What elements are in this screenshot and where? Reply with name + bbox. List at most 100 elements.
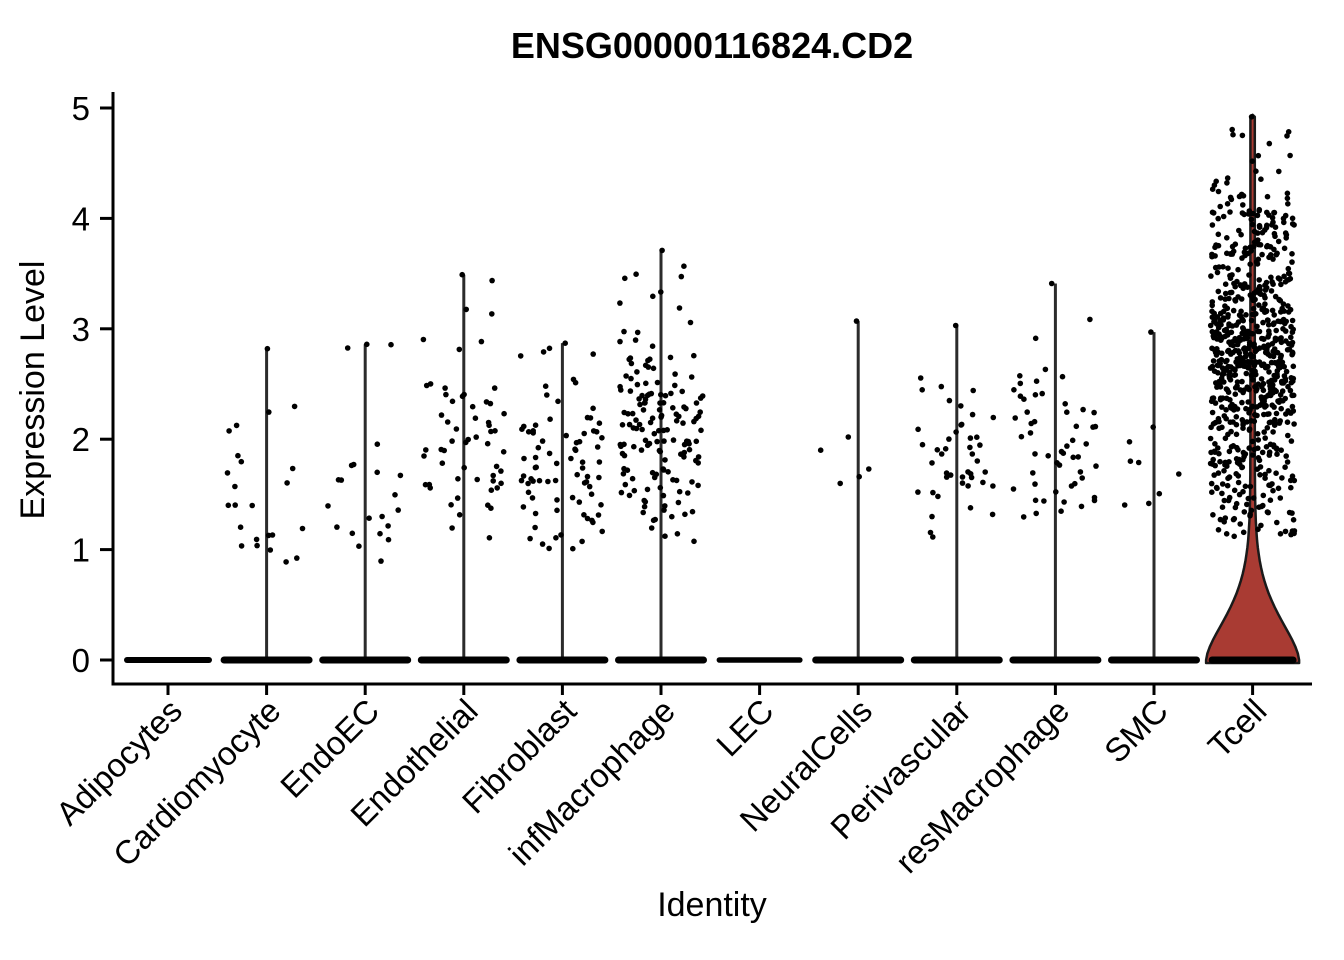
y-tick-label: 3 [72,311,90,348]
x-axis-title: Identity [657,886,767,924]
expression-dot [946,397,953,404]
expression-dot [1240,529,1247,536]
zero-expression-bar [1108,656,1200,664]
expression-dot [1272,233,1278,240]
expression-dot [1290,392,1297,399]
expression-dot [1285,303,1291,309]
expression-dot [1210,512,1216,518]
expression-dot [1257,472,1263,478]
expression-dot [1235,473,1242,479]
expression-dot [1265,322,1272,328]
expression-dot [1258,522,1264,529]
expression-dot [1209,253,1215,260]
expression-dot [487,400,494,407]
expression-dot [621,465,627,472]
expression-dot [1233,431,1240,438]
expression-dot [1058,448,1065,455]
expression-dot [1223,531,1230,537]
expression-dot [1225,348,1231,355]
expression-dot-max [264,345,271,352]
expression-dot [1285,201,1291,207]
expression-dot [656,447,663,454]
expression-dot [1259,229,1266,236]
expression-dot [1030,470,1036,476]
expression-dot [654,379,661,386]
expression-dot [1216,418,1222,425]
expression-dot [917,375,924,381]
expression-dot [1288,379,1295,386]
expression-dot [1281,273,1287,280]
expression-dot [488,487,495,494]
expression-dot [1238,313,1244,320]
expression-dot [1252,411,1258,418]
jitter-points [325,341,404,564]
expression-dot [695,413,702,420]
expression-dot [579,459,586,466]
expression-dot [929,460,935,466]
expression-dot [946,436,952,442]
expression-dot [1093,463,1099,469]
expression-dot [570,545,576,552]
expression-dot [656,407,663,413]
expression-dot [1255,526,1261,533]
expression-dot [1252,289,1259,295]
expression-dot-max [1148,329,1154,335]
y-tick-label: 4 [72,200,90,237]
expression-dot [1220,315,1227,321]
expression-dot [519,426,525,433]
expression-dot [697,409,703,415]
expression-dot [1282,230,1289,236]
expression-dot [1245,399,1251,405]
expression-dot [664,427,670,433]
x-tick-label: infMacrophage [501,692,682,873]
expression-dot [1267,419,1274,426]
expression-dot [619,422,626,428]
expression-dot [1230,516,1237,523]
expression-dot [586,483,593,490]
expression-dot [1017,380,1024,387]
expression-dot [1069,437,1076,444]
expression-dot [1241,211,1247,218]
expression-dot [631,443,637,450]
expression-dot [680,451,686,458]
expression-dot [1266,452,1273,458]
expression-dot [1231,487,1238,494]
expression-dot [1265,334,1271,340]
zero-expression-bar [1009,656,1102,664]
expression-dot [1268,252,1274,258]
expression-dot [1268,377,1275,384]
expression-dot [1156,490,1163,497]
expression-dot [1285,309,1292,315]
expression-dot [974,458,981,464]
expression-dot [1215,188,1222,195]
expression-dot [439,460,446,467]
expression-dot [1284,195,1291,202]
expression-dot [449,398,456,405]
expression-dot [1020,514,1027,520]
expression-dot [660,492,667,499]
expression-dot [662,457,668,463]
expression-dot [1247,244,1253,251]
expression-dot [927,529,934,536]
expression-dot [1267,353,1273,359]
expression-dot [1283,368,1290,375]
expression-dot-max [659,247,665,254]
expression-dot [441,447,448,454]
expression-dot [1276,420,1283,426]
expression-dot [1249,221,1256,228]
expression-dot [640,407,647,413]
expression-dot [1215,288,1222,295]
expression-dot [1011,387,1017,393]
expression-dot [530,478,536,484]
expression-dot [444,419,451,425]
expression-dot [636,396,642,402]
expression-dot [1217,458,1223,465]
expression-dot [651,474,658,481]
expression-dot [959,480,966,486]
expression-dot [1261,361,1267,368]
expression-dot [1018,433,1025,440]
expression-dot [1219,504,1226,511]
expression-dot [1291,421,1297,427]
expression-dot [1241,345,1248,351]
